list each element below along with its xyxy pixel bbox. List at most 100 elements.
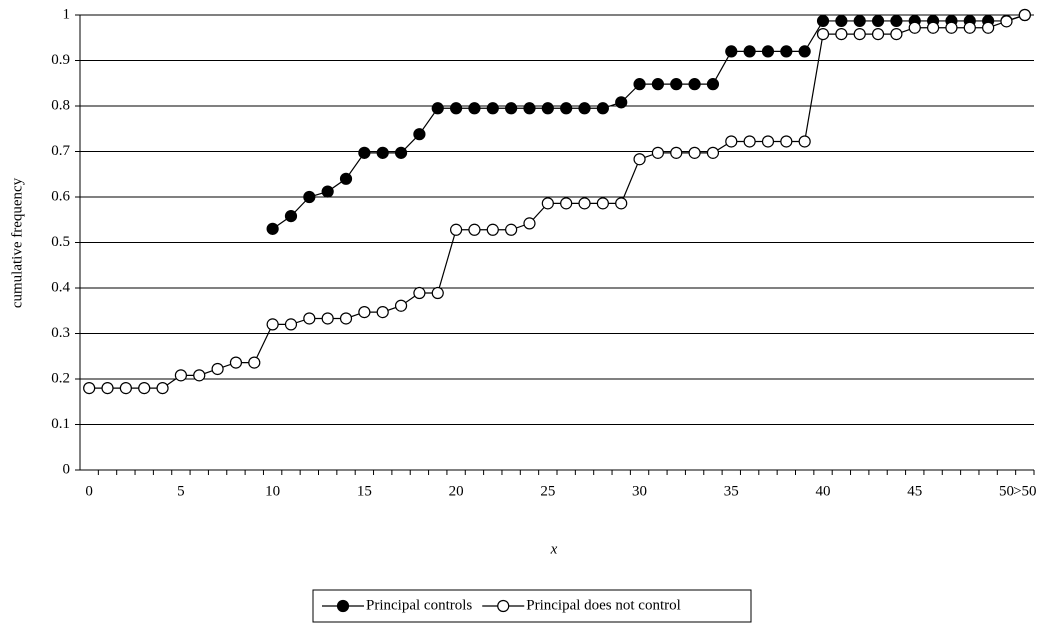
data-point [468,102,481,115]
data-point [761,135,775,148]
x-tick-label: 5 [177,483,185,499]
x-tick-label: 25 [540,483,555,499]
x-tick-label: 20 [449,483,464,499]
legend-label: Principal does not control [526,597,681,613]
data-point [486,102,499,115]
data-point [706,78,720,91]
data-point [431,286,444,300]
data-point [248,356,261,369]
data-point [376,146,389,159]
data-point [725,45,738,58]
data-point [358,146,371,159]
data-point [743,135,756,148]
data-point [560,197,573,210]
data-point [431,102,444,115]
data-point [816,14,830,28]
data-point [926,21,940,34]
data-point [523,217,536,230]
data-point [394,299,408,312]
y-tick-label: 0.3 [51,325,70,341]
data-point [266,318,279,331]
data-point [761,45,775,58]
x-axis-label: x [550,541,558,557]
data-point [615,197,628,210]
series-line [89,14,1026,389]
data-point [321,312,334,325]
legend-marker [336,599,350,613]
data-point [174,369,188,382]
data-point [651,78,665,91]
x-tick-label: 30 [632,483,647,499]
data-point [211,362,224,376]
data-point [633,153,646,166]
data-point [688,146,701,159]
data-point [908,21,921,34]
data-point [560,102,573,115]
data-point [413,128,426,141]
y-tick-label: 0.8 [51,97,70,113]
x-tick-label: 40 [816,483,831,499]
data-point [468,223,481,236]
data-point [1000,15,1013,28]
data-point [83,382,96,395]
data-point [982,21,995,34]
y-tick-label: 0.6 [51,188,70,204]
data-point [284,210,298,223]
x-tick-label: 15 [357,483,372,499]
data-point [321,185,334,198]
x-tick-label: 10 [265,483,280,499]
data-point [670,146,683,159]
y-tick-label: 0.7 [51,143,70,159]
data-point [615,96,628,109]
y-tick-label: 0.5 [51,234,70,250]
data-point [945,21,958,34]
data-point [835,28,848,41]
data-point [284,318,298,331]
data-point [394,146,408,159]
data-point [339,312,353,325]
data-point [963,21,976,34]
y-tick-label: 0.1 [51,416,70,432]
data-point [670,78,683,91]
data-point [119,382,132,395]
data-point [871,14,885,28]
data-point [376,306,389,319]
y-tick-label: 0.9 [51,52,70,68]
data-point [303,190,316,204]
data-point [596,197,609,210]
data-point [505,223,518,236]
data-point [633,78,646,91]
x-tick-label: 0 [85,483,93,499]
data-point [853,28,866,41]
data-point [798,45,811,58]
legend-marker [497,599,510,613]
data-point [743,45,756,58]
data-point [339,172,353,185]
data-point [101,382,114,395]
data-point [780,45,793,58]
x-tick-label: 45 [907,483,922,499]
data-point [890,28,903,41]
data-point [138,382,151,395]
data-point [505,102,518,115]
data-point [780,135,793,148]
data-point [578,102,591,115]
data-point [853,14,866,28]
y-tick-label: 0 [63,461,71,477]
data-point [486,223,499,236]
y-tick-label: 0.2 [51,370,70,386]
data-point [449,102,463,115]
data-point [1018,8,1031,22]
y-tick-label: 0.4 [51,279,70,295]
legend-label: Principal controls [366,597,472,613]
data-point [303,312,316,325]
y-axis-label: cumulative frequency [9,177,25,308]
data-point [449,223,463,236]
data-point [541,102,554,115]
data-point [706,146,720,159]
data-point [266,222,279,235]
data-point [541,197,554,210]
data-point [890,14,903,28]
data-point [798,135,811,148]
